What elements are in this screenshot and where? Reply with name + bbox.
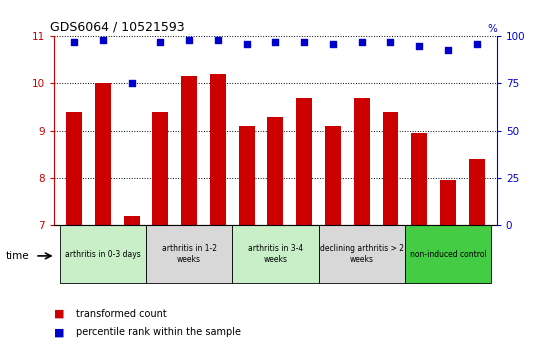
Text: arthritis in 1-2
weeks: arthritis in 1-2 weeks — [161, 244, 217, 264]
Bar — [405, 225, 491, 283]
Bar — [60, 225, 146, 283]
Point — [185, 37, 193, 43]
Text: time: time — [5, 251, 29, 261]
Bar — [210, 74, 226, 225]
Point — [328, 41, 337, 47]
Text: ■: ■ — [54, 309, 64, 319]
Text: declining arthritis > 2
weeks: declining arthritis > 2 weeks — [320, 244, 404, 264]
Text: ■: ■ — [54, 327, 64, 337]
Text: arthritis in 0-3 days: arthritis in 0-3 days — [65, 250, 141, 258]
Point — [300, 39, 308, 45]
Point — [214, 37, 222, 43]
Point — [415, 43, 423, 49]
Text: non-induced control: non-induced control — [409, 250, 487, 258]
Bar — [181, 76, 197, 225]
Bar — [354, 98, 369, 225]
Text: transformed count: transformed count — [76, 309, 166, 319]
Bar — [382, 112, 399, 225]
Point — [156, 39, 165, 45]
Point — [443, 46, 452, 52]
Bar — [232, 225, 319, 283]
Point — [99, 37, 107, 43]
Point — [357, 39, 366, 45]
Bar — [440, 180, 456, 225]
Bar — [146, 225, 232, 283]
Point — [127, 81, 136, 86]
Bar — [239, 126, 254, 225]
Point — [472, 41, 481, 47]
Point — [271, 39, 280, 45]
Bar — [325, 126, 341, 225]
Point — [70, 39, 78, 45]
Text: %: % — [487, 24, 497, 34]
Bar — [124, 216, 139, 225]
Bar — [267, 117, 284, 225]
Bar — [469, 159, 484, 225]
Bar — [411, 133, 427, 225]
Text: percentile rank within the sample: percentile rank within the sample — [76, 327, 241, 337]
Point — [242, 41, 251, 47]
Bar — [66, 112, 82, 225]
Bar — [296, 98, 312, 225]
Bar — [319, 225, 405, 283]
Text: GDS6064 / 10521593: GDS6064 / 10521593 — [50, 21, 184, 34]
Bar — [95, 83, 111, 225]
Bar — [152, 112, 168, 225]
Point — [386, 39, 395, 45]
Text: arthritis in 3-4
weeks: arthritis in 3-4 weeks — [248, 244, 303, 264]
